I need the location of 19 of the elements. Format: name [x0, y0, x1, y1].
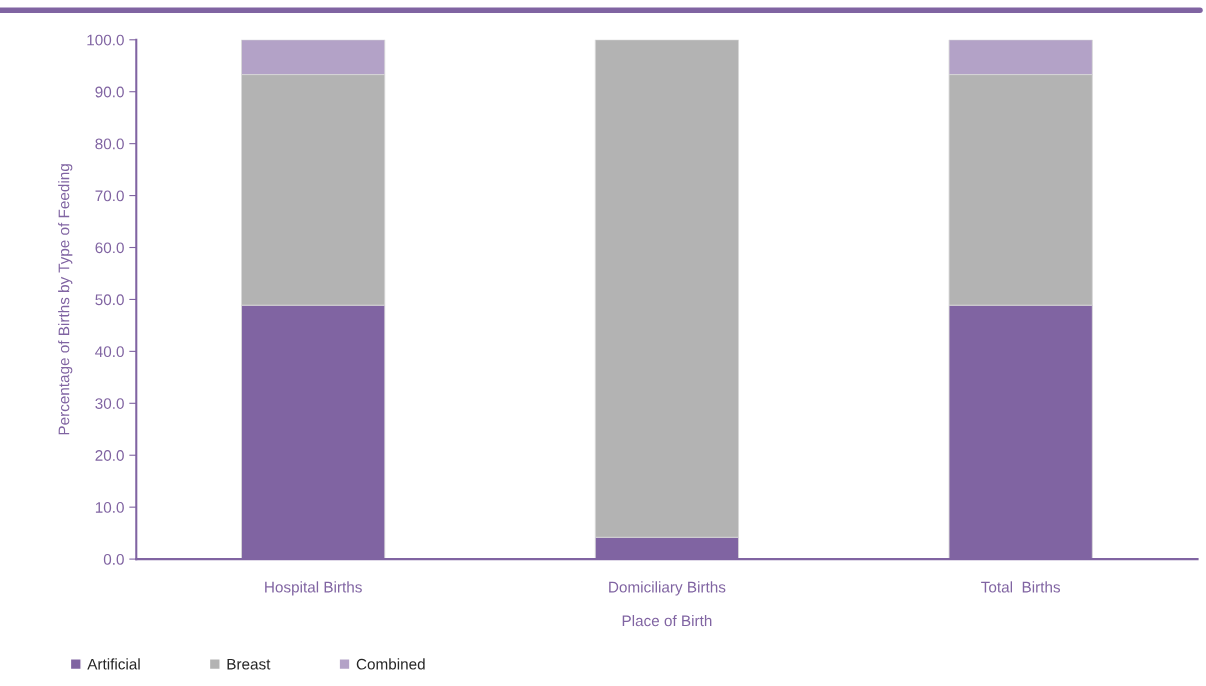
x-tick-label: Hospital Births	[265, 581, 362, 596]
y-tick-label: 40.0	[95, 346, 124, 358]
legend-label: Breast	[227, 658, 271, 670]
y-tick-label: 0.0	[103, 553, 124, 565]
x-tick-label: Total Births	[981, 581, 1061, 593]
y-tick-label: 20.0	[95, 450, 124, 461]
y-tick-label: 80.0	[95, 138, 124, 150]
y-tick-label: 50.0	[95, 294, 124, 306]
y-tick-label: 30.0	[95, 398, 124, 409]
y-tick-label: 60.0	[95, 242, 124, 254]
x-axis-title: Place of Birth	[622, 615, 712, 627]
y-tick-label: 10.0	[95, 502, 124, 513]
legend-label: Artificial	[87, 658, 140, 670]
y-axis-title: Percentage of Births by Type of Feeding	[58, 164, 73, 435]
legend-label: Combined	[356, 658, 425, 670]
y-tick-label: 70.0	[95, 190, 124, 202]
y-tick-label: 100.0	[87, 34, 124, 46]
y-tick-label: 90.0	[95, 86, 124, 98]
x-tick-label: Domiciliary Births	[609, 581, 726, 596]
